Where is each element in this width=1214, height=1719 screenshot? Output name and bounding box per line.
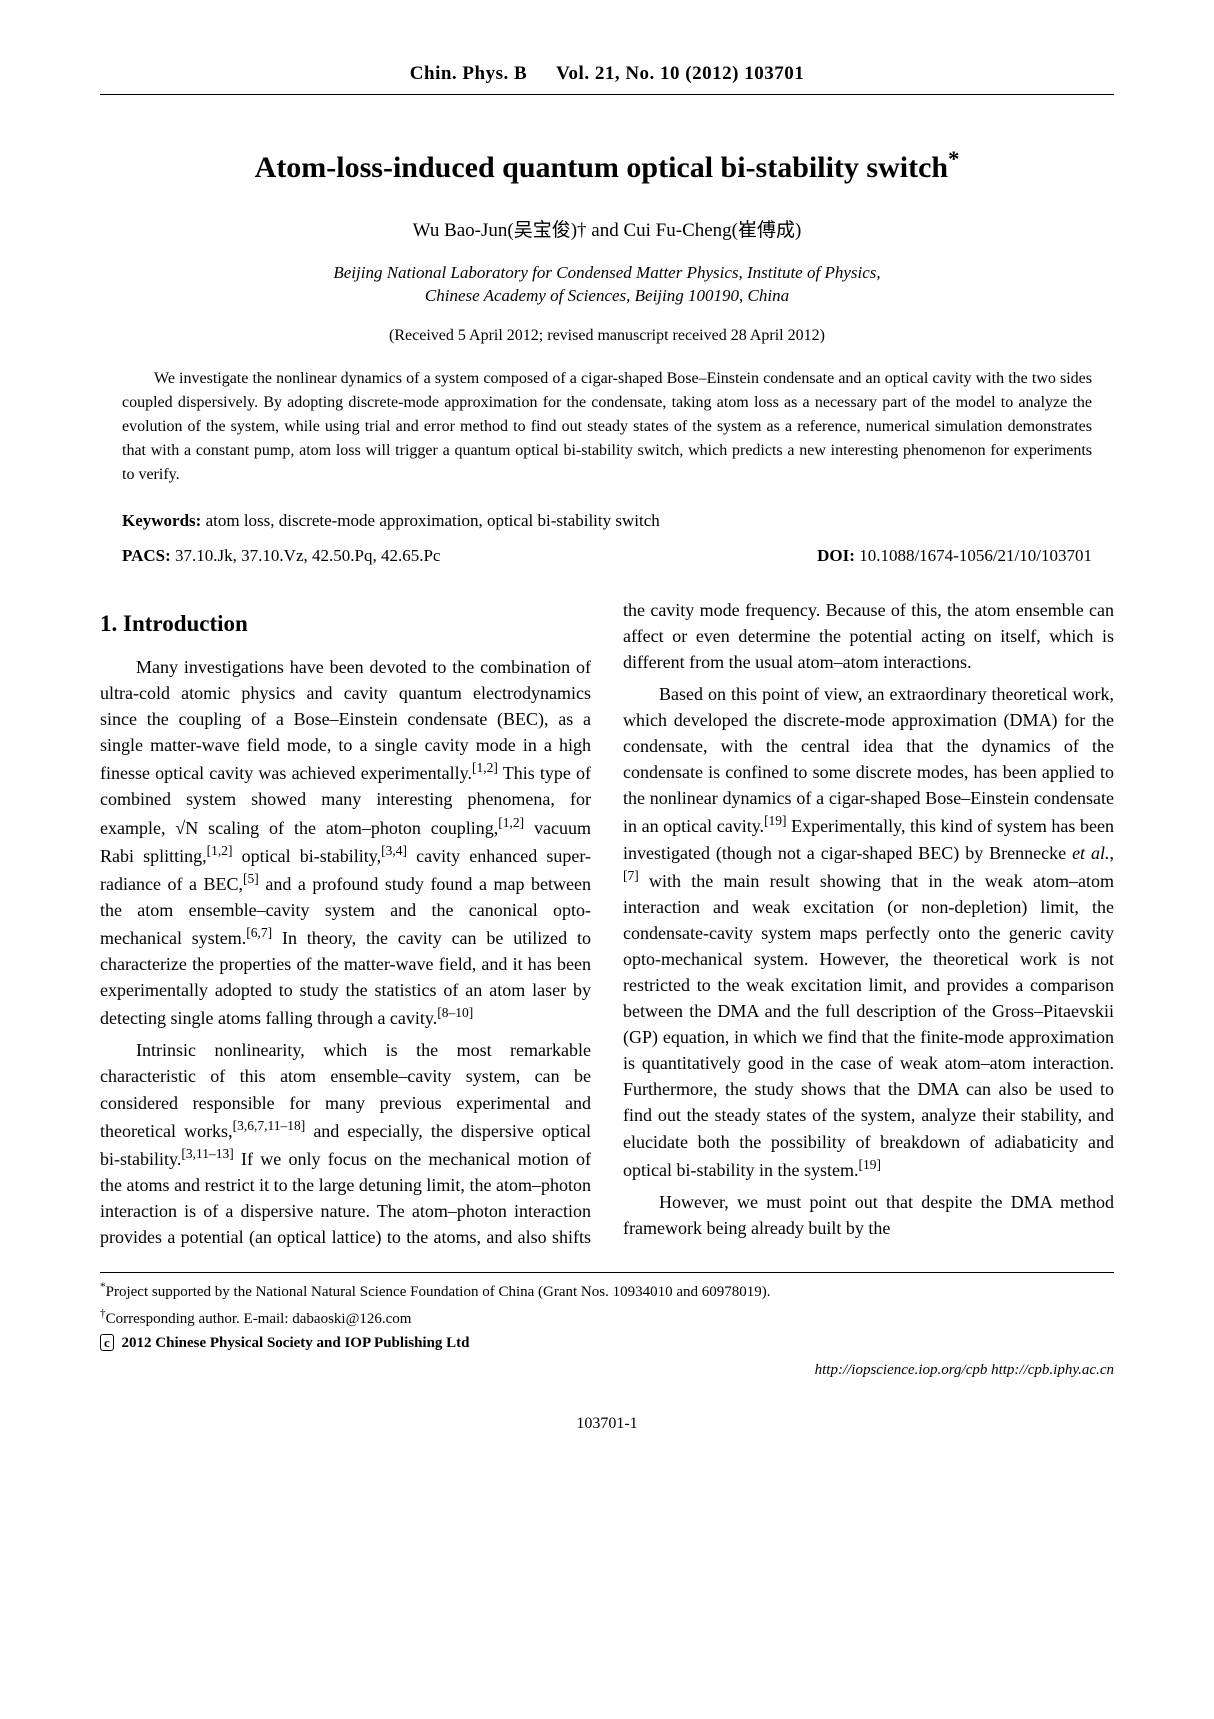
cite: [3,6,7,11–18] — [233, 1118, 306, 1133]
et-al: et al. — [1072, 843, 1109, 863]
keywords-text: atom loss, discrete-mode approximation, … — [201, 511, 659, 530]
title-footnote-marker: * — [948, 146, 959, 171]
cite: [7] — [623, 868, 639, 883]
cite: [3,11–13] — [181, 1146, 233, 1161]
paper-title: Atom-loss-induced quantum optical bi-sta… — [100, 143, 1114, 190]
pacs-text: 37.10.Jk, 37.10.Vz, 42.50.Pq, 42.65.Pc — [171, 546, 441, 565]
received-dates: (Received 5 April 2012; revised manuscri… — [100, 324, 1114, 347]
publisher-urls: http://iopscience.iop.org/cpb http://cpb… — [100, 1360, 1114, 1382]
cite: [5] — [243, 871, 259, 886]
authors-line: Wu Bao-Jun(吴宝俊)† and Cui Fu-Cheng(崔傅成) — [100, 217, 1114, 245]
doi-text: 10.1088/1674-1056/21/10/103701 — [855, 546, 1092, 565]
pacs-doi-row: PACS: 37.10.Jk, 37.10.Vz, 42.50.Pq, 42.6… — [122, 544, 1092, 569]
title-text: Atom-loss-induced quantum optical bi-sta… — [255, 151, 948, 184]
paragraph-4: However, we must point out that despite … — [623, 1189, 1114, 1241]
cite: [19] — [764, 813, 787, 828]
copyright-line: c 2012 Chinese Physical Society and IOP … — [100, 1333, 1114, 1355]
copyright-icon: c — [100, 1334, 114, 1352]
doi-block: DOI: 10.1088/1674-1056/21/10/103701 — [817, 544, 1092, 569]
affiliation: Beijing National Laboratory for Condense… — [100, 261, 1114, 309]
journal-name: Chin. Phys. B — [410, 63, 527, 84]
pacs-block: PACS: 37.10.Jk, 37.10.Vz, 42.50.Pq, 42.6… — [122, 544, 440, 569]
running-head: Chin. Phys. B Vol. 21, No. 10 (2012) 103… — [100, 60, 1114, 95]
affiliation-line1: Beijing National Laboratory for Condense… — [333, 263, 880, 282]
cite: [1,2] — [498, 815, 524, 830]
paragraph-1: Many investigations have been devoted to… — [100, 654, 591, 1031]
footnote-corresponding: †Corresponding author. E-mail: dabaoski@… — [100, 1306, 1114, 1331]
abstract-text: We investigate the nonlinear dynamics of… — [122, 367, 1092, 487]
cite: [8–10] — [437, 1005, 473, 1020]
issue-info: Vol. 21, No. 10 (2012) 103701 — [556, 63, 804, 84]
body-columns: 1. Introduction Many investigations have… — [100, 597, 1114, 1250]
section-1-heading: 1. Introduction — [100, 607, 591, 640]
footnote-funding: *Project supported by the National Natur… — [100, 1279, 1114, 1304]
paragraph-3: Based on this point of view, an extraord… — [623, 681, 1114, 1183]
keywords-label: Keywords: — [122, 511, 201, 530]
keywords-line: Keywords: atom loss, discrete-mode appro… — [122, 509, 1092, 534]
cite: [3,4] — [381, 843, 407, 858]
abstract: We investigate the nonlinear dynamics of… — [122, 367, 1092, 487]
footnotes: *Project supported by the National Natur… — [100, 1272, 1114, 1382]
doi-label: DOI: — [817, 546, 855, 565]
cite: [19] — [858, 1157, 881, 1172]
cite: [6,7] — [246, 925, 272, 940]
pacs-label: PACS: — [122, 546, 171, 565]
page-number: 103701-1 — [100, 1412, 1114, 1435]
cite: [1,2] — [207, 843, 233, 858]
cite: [1,2] — [472, 760, 498, 775]
affiliation-line2: Chinese Academy of Sciences, Beijing 100… — [425, 286, 789, 305]
